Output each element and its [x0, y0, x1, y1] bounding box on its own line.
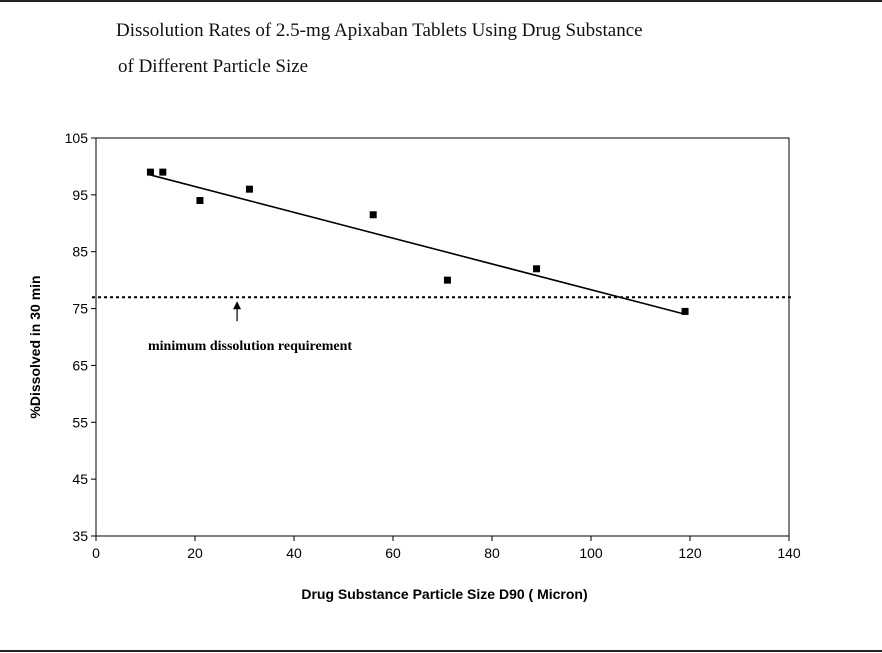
data-point — [246, 186, 253, 193]
y-tick-label: 45 — [72, 471, 88, 487]
y-axis-ticks: 35 45 55 65 75 85 95 105 — [65, 130, 96, 544]
data-point — [682, 308, 689, 315]
trendline-group — [150, 175, 685, 314]
x-tick-label: 20 — [187, 545, 203, 561]
y-tick-label: 65 — [72, 357, 88, 373]
y-axis-label: %Dissolved in 30 min — [27, 275, 43, 418]
scatter-plot: 0 20 40 60 80 100 120 140 35 45 55 65 75 85 95 105 Dru… — [0, 0, 882, 653]
data-points — [147, 169, 689, 315]
x-tick-label: 0 — [92, 545, 100, 561]
annotation-text: minimum dissolution requirement — [148, 339, 352, 354]
data-point — [370, 211, 377, 218]
y-tick-label: 85 — [72, 244, 88, 260]
x-tick-label: 40 — [286, 545, 302, 561]
data-point — [147, 169, 154, 176]
x-axis-ticks: 0 20 40 60 80 100 120 140 — [92, 536, 801, 561]
y-tick-label: 75 — [72, 301, 88, 317]
x-tick-label: 80 — [484, 545, 500, 561]
x-tick-label: 120 — [678, 545, 702, 561]
data-point — [533, 265, 540, 272]
bottom-border-rule — [0, 650, 882, 652]
trendline — [150, 175, 685, 314]
x-axis-label: Drug Substance Particle Size D90 ( Micro… — [301, 586, 587, 602]
data-point — [159, 169, 166, 176]
x-tick-label: 100 — [579, 545, 603, 561]
y-tick-label: 55 — [72, 414, 88, 430]
axis-labels: Drug Substance Particle Size D90 ( Micro… — [27, 275, 588, 602]
y-tick-label: 95 — [72, 187, 88, 203]
y-tick-label: 35 — [72, 528, 88, 544]
data-point — [444, 277, 451, 284]
x-tick-label: 140 — [777, 545, 801, 561]
x-tick-label: 60 — [385, 545, 401, 561]
data-point — [196, 197, 203, 204]
annotation-arrow-head — [233, 301, 241, 309]
y-tick-label: 105 — [65, 130, 89, 146]
chart-figure: Dissolution Rates of 2.5-mg Apixaban Tab… — [0, 0, 882, 653]
